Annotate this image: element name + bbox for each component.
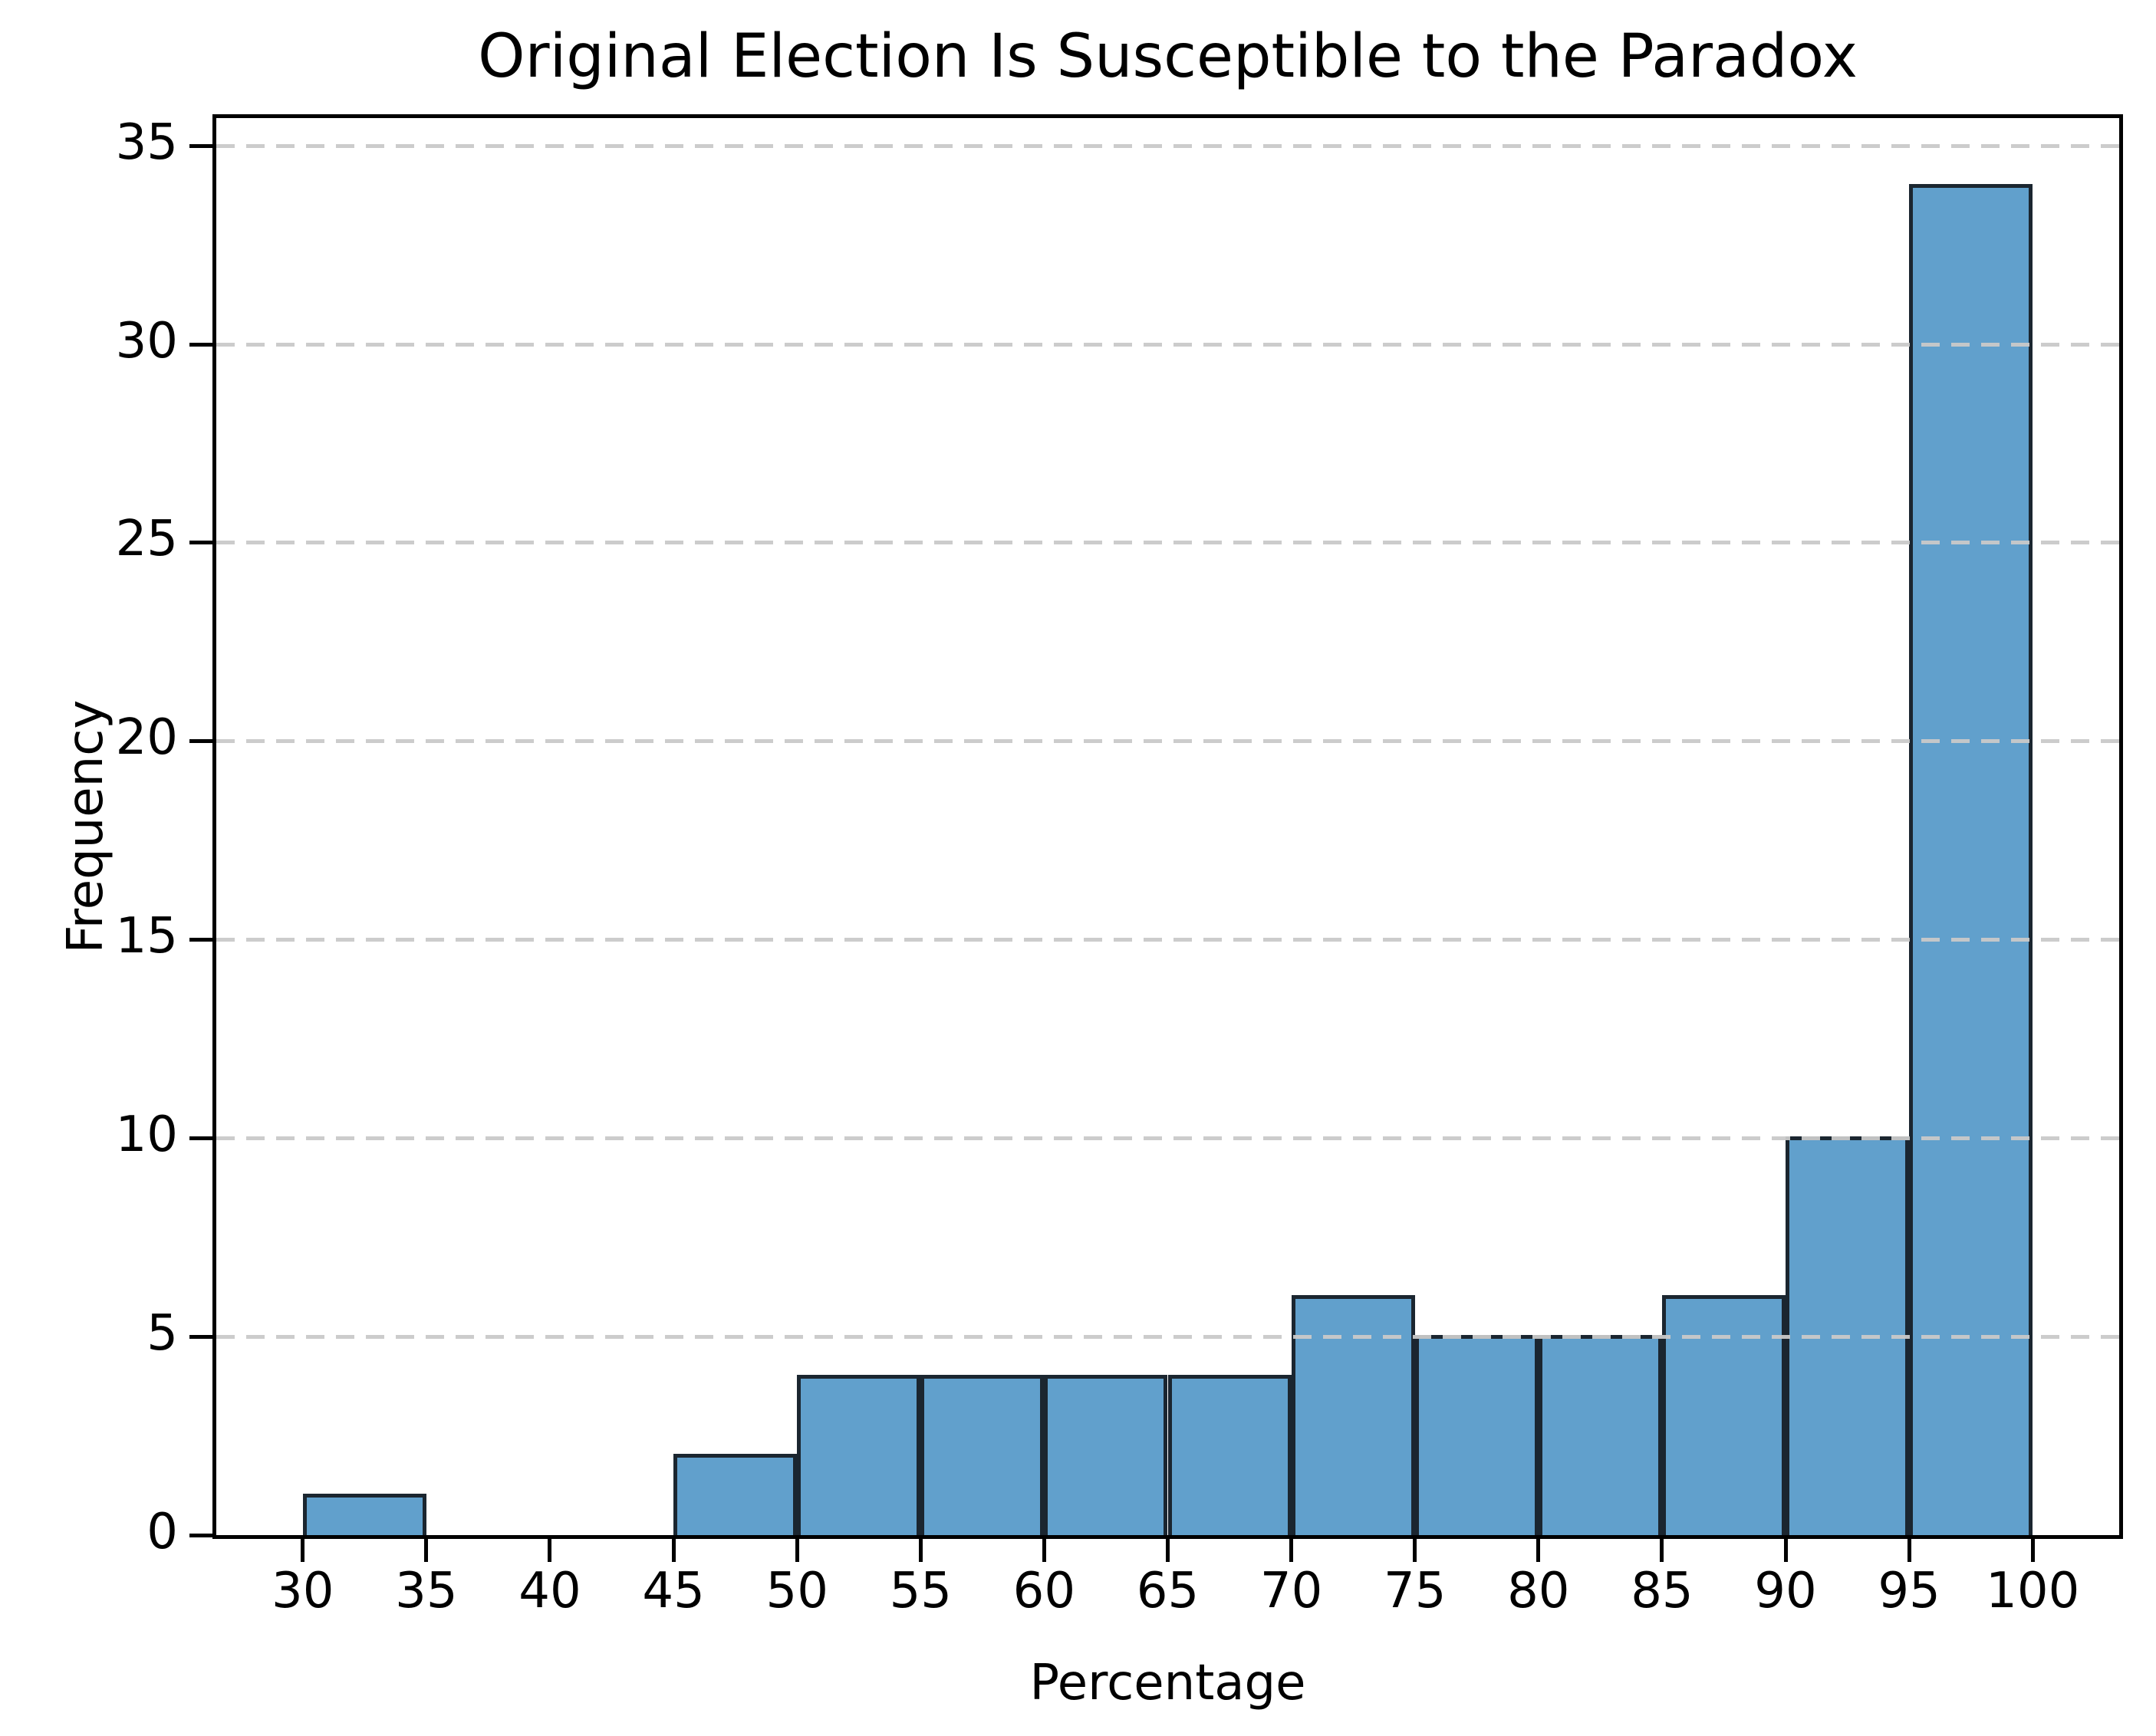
x-tick-label-95: 95	[1878, 1563, 1940, 1619]
x-tick-label-50: 50	[765, 1563, 828, 1619]
histogram-bar-45-50	[673, 1454, 798, 1535]
histogram-bar-55-60	[920, 1374, 1045, 1535]
y-tick-mark-20	[189, 739, 212, 744]
x-tick-label-70: 70	[1259, 1563, 1323, 1619]
x-tick-mark-50	[795, 1539, 799, 1562]
histogram-bar-95-100	[1909, 184, 2033, 1535]
x-tick-label-65: 65	[1136, 1563, 1200, 1619]
histogram-bar-75-80	[1414, 1335, 1539, 1535]
x-tick-mark-100	[2030, 1539, 2035, 1562]
y-tick-label-10: 10	[115, 1106, 178, 1163]
x-tick-mark-85	[1660, 1539, 1664, 1562]
x-tick-mark-40	[548, 1539, 552, 1562]
ticks-layer: 30 35 40 45 50 55 60 65 70 75 80 85 90 95 100 0 5 10 15 20 2…	[116, 114, 2119, 1619]
x-tick-label-100: 100	[1986, 1563, 2080, 1619]
y-tick-mark-10	[189, 1136, 212, 1140]
plot-area: 30 35 40 45 50 55 60 65 70 75 80 85 90 95 100 0 5 10 15 20 2…	[116, 114, 2123, 1619]
y-tick-label-20: 20	[115, 709, 178, 767]
x-tick-mark-55	[918, 1539, 923, 1562]
x-tick-mark-35	[424, 1539, 429, 1562]
y-tick-label-35: 35	[115, 113, 178, 171]
x-tick-label-80: 80	[1507, 1563, 1570, 1619]
x-tick-mark-75	[1413, 1539, 1417, 1562]
x-tick-label-60: 60	[1012, 1563, 1076, 1619]
histogram-bar-50-55	[797, 1374, 921, 1535]
x-tick-mark-95	[1907, 1539, 1911, 1562]
y-tick-label-5: 5	[146, 1304, 178, 1362]
histogram-bar-60-65	[1044, 1374, 1168, 1535]
x-tick-label-40: 40	[518, 1563, 581, 1619]
histogram-bar-65-70	[1167, 1374, 1292, 1535]
histogram-bar-30-35	[302, 1494, 426, 1535]
y-tick-mark-35	[189, 143, 212, 148]
y-tick-mark-5	[189, 1334, 212, 1339]
x-tick-mark-30	[301, 1539, 305, 1562]
histogram-bar-80-85	[1538, 1335, 1662, 1535]
x-tick-label-85: 85	[1631, 1563, 1694, 1619]
y-tick-label-30: 30	[115, 312, 178, 370]
y-tick-mark-0	[189, 1533, 212, 1537]
x-tick-label-75: 75	[1383, 1563, 1447, 1619]
x-tick-mark-65	[1166, 1539, 1170, 1562]
x-tick-label-90: 90	[1754, 1563, 1817, 1619]
chart-title: Original Election Is Susceptible to the …	[478, 22, 1858, 91]
y-tick-label-25: 25	[115, 511, 178, 568]
y-tick-mark-15	[189, 938, 212, 942]
x-tick-mark-80	[1536, 1539, 1541, 1562]
y-tick-mark-25	[189, 541, 212, 545]
x-tick-label-35: 35	[395, 1563, 458, 1619]
x-tick-label-45: 45	[642, 1563, 705, 1619]
bars-layer	[216, 118, 2119, 1535]
y-tick-label-15: 15	[115, 908, 178, 965]
x-tick-label-30: 30	[272, 1563, 334, 1619]
x-tick-mark-70	[1289, 1539, 1294, 1562]
y-tick-mark-30	[189, 342, 212, 347]
x-tick-label-55: 55	[889, 1563, 952, 1619]
y-tick-label-0: 0	[146, 1503, 178, 1560]
x-tick-mark-90	[1783, 1539, 1788, 1562]
x-axis-label: Percentage	[1029, 1655, 1306, 1711]
x-tick-mark-45	[671, 1539, 676, 1562]
x-tick-mark-60	[1042, 1539, 1046, 1562]
